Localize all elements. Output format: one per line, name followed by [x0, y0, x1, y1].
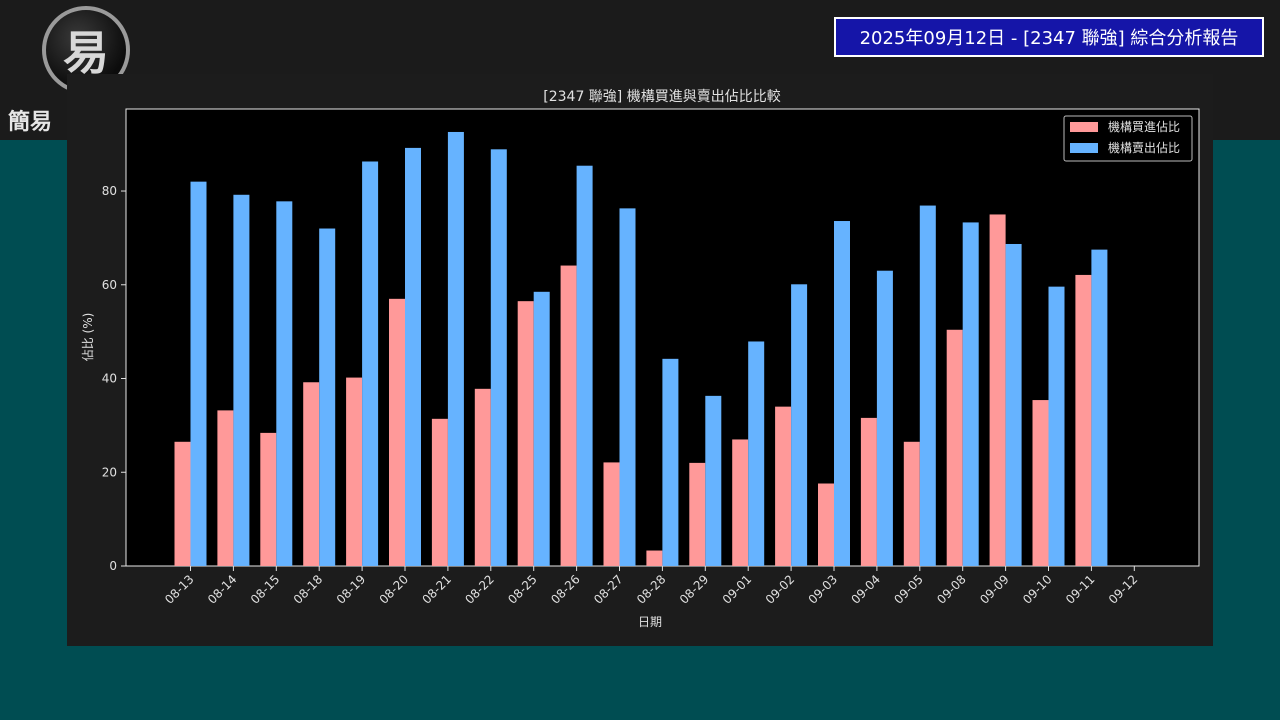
bar-buy-08-19 [346, 377, 363, 566]
bar-sell-09-10 [1048, 286, 1065, 566]
bar-sell-09-09 [1005, 243, 1022, 567]
report-title: 2025年09月12日 - [2347 聯強] 綜合分析報告 [834, 17, 1264, 57]
legend: 機構買進佔比 機構賣出佔比 [1063, 115, 1193, 162]
bar-buy-09-01 [732, 439, 749, 566]
bar-sell-09-02 [791, 284, 808, 566]
bar-buy-08-18 [303, 382, 320, 566]
bar-sell-08-28 [662, 358, 679, 566]
chart-title: [2347 聯強] 機構買進與賣出佔比比較 [543, 89, 780, 105]
legend-label-sell: 機構賣出佔比 [1108, 140, 1180, 155]
chart-panel: [2347 聯強] 機構買進與賣出佔比比較 0 20 40 60 80 08-13 08-… [67, 74, 1213, 646]
bar-sell-08-22 [490, 149, 507, 566]
bar-buy-09-02 [775, 406, 792, 566]
bar-sell-08-15 [276, 201, 293, 566]
bar-buy-08-26 [560, 265, 577, 566]
bar-sell-08-29 [705, 395, 722, 566]
bar-buy-08-22 [474, 388, 491, 566]
bar-buy-08-27 [603, 462, 620, 566]
bar-buy-08-25 [517, 301, 534, 566]
bar-buy-08-13 [174, 441, 191, 566]
bar-sell-08-26 [576, 165, 593, 566]
bar-buy-08-14 [217, 410, 234, 566]
bars-layer [174, 131, 1108, 567]
y-tick-label: 60 [102, 278, 117, 292]
bar-sell-08-25 [533, 291, 550, 566]
bar-buy-08-28 [646, 550, 663, 566]
bar-buy-09-04 [860, 417, 877, 566]
legend-swatch-sell [1070, 143, 1098, 153]
y-axis-label: 佔比 (%) [81, 313, 95, 362]
y-tick-label: 80 [102, 184, 117, 198]
legend-label-buy: 機構買進佔比 [1108, 119, 1180, 134]
bar-sell-09-08 [962, 222, 979, 566]
bar-sell-08-19 [362, 161, 379, 566]
legend-swatch-buy [1070, 122, 1098, 132]
bar-buy-09-05 [903, 441, 920, 566]
bar-sell-09-11 [1091, 249, 1108, 566]
y-tick-label: 0 [109, 559, 117, 573]
bar-buy-08-21 [431, 418, 448, 566]
bar-sell-09-03 [834, 221, 850, 566]
bar-sell-08-20 [405, 147, 421, 566]
x-axis-label: 日期 [638, 615, 662, 629]
bar-sell-08-14 [233, 194, 250, 566]
bar-sell-09-05 [919, 205, 936, 566]
bar-buy-08-20 [389, 298, 405, 566]
bar-buy-08-29 [689, 462, 706, 566]
logo: 易 [42, 6, 130, 94]
bar-sell-08-13 [190, 181, 207, 566]
bar-buy-09-03 [818, 483, 834, 566]
bar-buy-09-11 [1075, 274, 1092, 566]
bar-sell-09-01 [748, 341, 765, 566]
bar-buy-09-10 [1032, 400, 1049, 566]
bar-buy-09-09 [989, 214, 1006, 566]
bar-sell-09-04 [876, 270, 893, 566]
bar-buy-09-08 [946, 329, 963, 566]
y-tick-label: 40 [102, 372, 117, 386]
y-tick-label: 20 [102, 465, 117, 479]
brand-name: 簡易 [8, 110, 53, 135]
logo-glyph: 易 [63, 26, 109, 80]
bar-sell-08-18 [319, 228, 336, 566]
bar-sell-08-27 [619, 208, 636, 566]
y-axis: 0 20 40 60 80 [102, 184, 126, 573]
bar-sell-08-21 [447, 131, 464, 566]
bar-buy-08-15 [260, 432, 277, 566]
